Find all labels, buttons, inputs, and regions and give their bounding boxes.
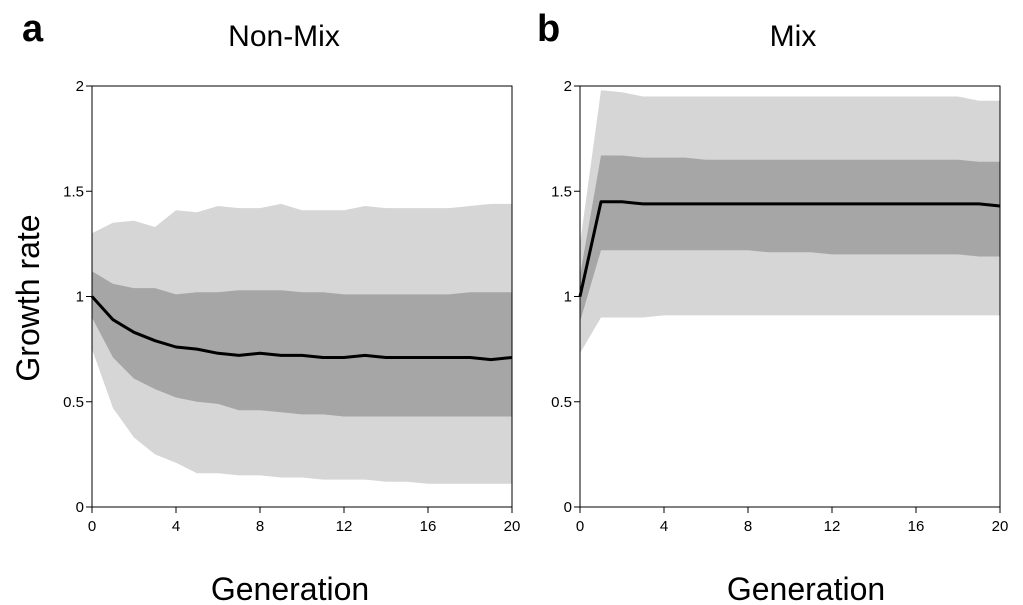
x-axis-label-a: Generation xyxy=(211,571,369,605)
x-tick-label: 20 xyxy=(992,518,1009,535)
y-tick-label: 1 xyxy=(76,289,84,306)
x-axis-label-b: Generation xyxy=(727,571,885,605)
x-tick-label: 0 xyxy=(88,518,96,535)
panel-letter-b: b xyxy=(537,8,560,50)
y-tick-label: 2 xyxy=(564,78,572,95)
y-tick-label: 0.5 xyxy=(551,394,572,411)
x-tick-label: 4 xyxy=(172,518,180,535)
x-tick-label: 8 xyxy=(744,518,752,535)
x-tick-label: 12 xyxy=(336,518,353,535)
panel-b: b Mix 0 4 8 12 16 20 0 0.5 1 1.5 2 Generation xyxy=(537,8,1008,605)
panel-letter-a: a xyxy=(22,8,44,50)
plot-area-a: 0 4 8 12 16 20 0 0.5 1 1.5 2 xyxy=(63,78,520,535)
x-tick-label: 8 xyxy=(256,518,264,535)
y-tick-label: 0 xyxy=(564,499,572,516)
x-tick-label: 4 xyxy=(660,518,668,535)
x-tick-label: 12 xyxy=(824,518,841,535)
x-tick-label: 20 xyxy=(504,518,521,535)
inner-band xyxy=(580,155,1000,322)
median-line xyxy=(578,200,1001,297)
y-tick-label: 2 xyxy=(76,78,84,95)
x-tick-label: 0 xyxy=(576,518,584,535)
panel-title-mix: Mix xyxy=(770,20,817,53)
y-tick-label: 0.5 xyxy=(63,394,84,411)
x-tick-label: 16 xyxy=(420,518,437,535)
median-line xyxy=(90,295,513,362)
inner-band xyxy=(92,271,512,417)
panel-title-non-mix: Non-Mix xyxy=(228,20,340,53)
y-tick-label: 1 xyxy=(564,289,572,306)
y-tick-label: 1.5 xyxy=(63,183,84,200)
y-tick-label: 1.5 xyxy=(551,183,572,200)
plot-area-b: 0 4 8 12 16 20 0 0.5 1 1.5 2 xyxy=(551,78,1008,535)
y-axis-label: Growth rate xyxy=(10,214,46,381)
y-tick-label: 0 xyxy=(76,499,84,516)
x-tick-label: 16 xyxy=(908,518,925,535)
